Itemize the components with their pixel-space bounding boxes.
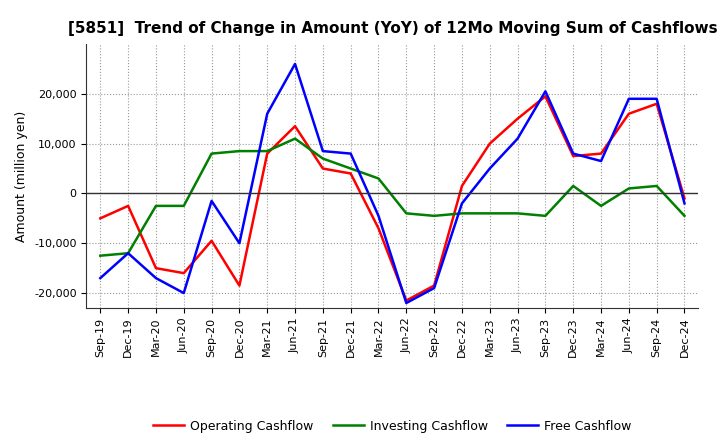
Operating Cashflow	[458, 183, 467, 189]
Investing Cashflow	[207, 151, 216, 156]
Free Cashflow	[207, 198, 216, 204]
Operating Cashflow	[652, 101, 661, 106]
Free Cashflow	[263, 111, 271, 116]
Free Cashflow	[569, 151, 577, 156]
Operating Cashflow	[402, 298, 410, 303]
Free Cashflow	[541, 89, 550, 94]
Free Cashflow	[124, 250, 132, 256]
Investing Cashflow	[346, 166, 355, 171]
Investing Cashflow	[652, 183, 661, 189]
Investing Cashflow	[680, 213, 689, 219]
Operating Cashflow	[597, 151, 606, 156]
Free Cashflow	[346, 151, 355, 156]
Free Cashflow	[291, 61, 300, 66]
Investing Cashflow	[179, 203, 188, 209]
Free Cashflow	[513, 136, 522, 141]
Free Cashflow	[597, 158, 606, 164]
Investing Cashflow	[541, 213, 550, 219]
Investing Cashflow	[263, 148, 271, 154]
Free Cashflow	[652, 96, 661, 102]
Operating Cashflow	[569, 154, 577, 159]
Investing Cashflow	[402, 211, 410, 216]
Investing Cashflow	[374, 176, 383, 181]
Legend: Operating Cashflow, Investing Cashflow, Free Cashflow: Operating Cashflow, Investing Cashflow, …	[148, 414, 636, 437]
Operating Cashflow	[263, 151, 271, 156]
Investing Cashflow	[235, 148, 243, 154]
Operating Cashflow	[541, 94, 550, 99]
Investing Cashflow	[597, 203, 606, 209]
Operating Cashflow	[207, 238, 216, 243]
Investing Cashflow	[430, 213, 438, 219]
Free Cashflow	[235, 241, 243, 246]
Investing Cashflow	[291, 136, 300, 141]
Free Cashflow	[430, 286, 438, 291]
Free Cashflow	[402, 301, 410, 306]
Free Cashflow	[152, 275, 161, 281]
Operating Cashflow	[374, 226, 383, 231]
Free Cashflow	[624, 96, 633, 102]
Free Cashflow	[179, 290, 188, 296]
Investing Cashflow	[569, 183, 577, 189]
Operating Cashflow	[96, 216, 104, 221]
Free Cashflow	[96, 275, 104, 281]
Title: [5851]  Trend of Change in Amount (YoY) of 12Mo Moving Sum of Cashflows: [5851] Trend of Change in Amount (YoY) o…	[68, 21, 717, 36]
Operating Cashflow	[179, 271, 188, 276]
Operating Cashflow	[430, 283, 438, 288]
Investing Cashflow	[458, 211, 467, 216]
Operating Cashflow	[318, 166, 327, 171]
Operating Cashflow	[124, 203, 132, 209]
Free Cashflow	[458, 201, 467, 206]
Operating Cashflow	[485, 141, 494, 146]
Line: Operating Cashflow: Operating Cashflow	[100, 96, 685, 301]
Line: Investing Cashflow: Investing Cashflow	[100, 139, 685, 256]
Free Cashflow	[680, 201, 689, 206]
Operating Cashflow	[624, 111, 633, 116]
Line: Free Cashflow: Free Cashflow	[100, 64, 685, 303]
Operating Cashflow	[513, 116, 522, 121]
Investing Cashflow	[124, 250, 132, 256]
Investing Cashflow	[485, 211, 494, 216]
Investing Cashflow	[624, 186, 633, 191]
Free Cashflow	[318, 148, 327, 154]
Operating Cashflow	[346, 171, 355, 176]
Investing Cashflow	[152, 203, 161, 209]
Investing Cashflow	[96, 253, 104, 258]
Investing Cashflow	[513, 211, 522, 216]
Free Cashflow	[485, 166, 494, 171]
Free Cashflow	[374, 213, 383, 219]
Investing Cashflow	[318, 156, 327, 161]
Operating Cashflow	[235, 283, 243, 288]
Y-axis label: Amount (million yen): Amount (million yen)	[16, 110, 29, 242]
Operating Cashflow	[291, 124, 300, 129]
Operating Cashflow	[680, 196, 689, 201]
Operating Cashflow	[152, 265, 161, 271]
